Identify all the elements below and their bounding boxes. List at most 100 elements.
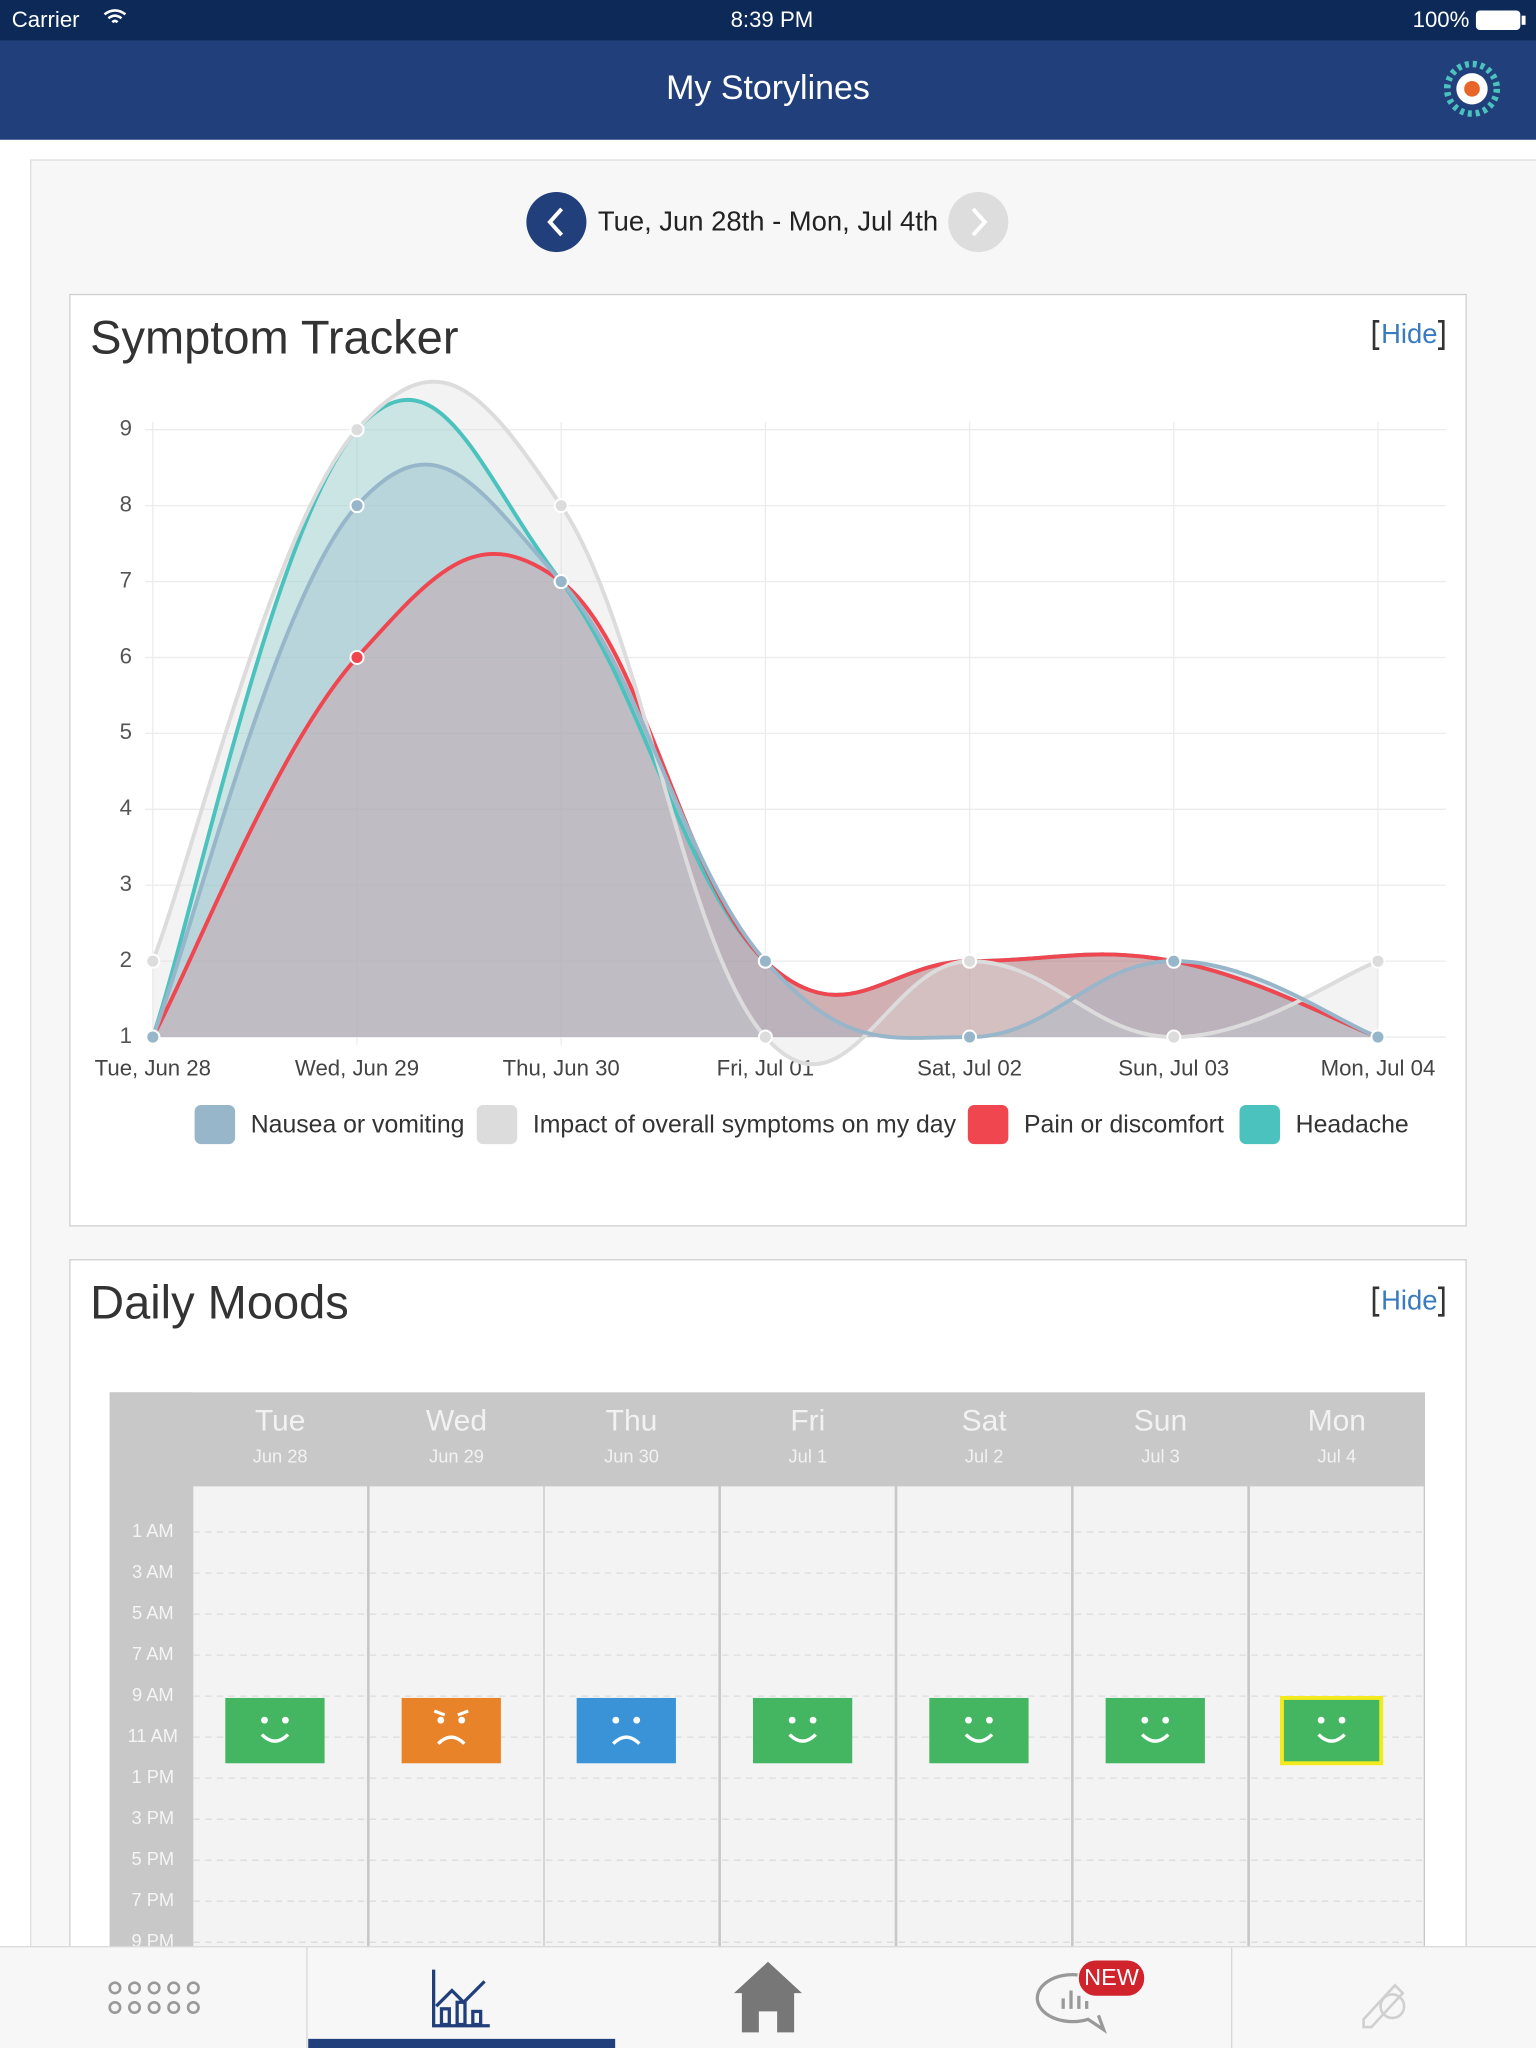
wifi-icon bbox=[103, 9, 127, 24]
mood-eye bbox=[1338, 1716, 1346, 1724]
nav-title: My Storylines bbox=[666, 69, 870, 107]
mood-eye bbox=[261, 1716, 268, 1724]
mood-entry[interactable] bbox=[752, 1697, 853, 1764]
series-area bbox=[152, 399, 1378, 1038]
mood-eye bbox=[458, 1716, 466, 1724]
data-point bbox=[757, 953, 773, 969]
hide-link[interactable]: Hide bbox=[1381, 318, 1437, 349]
legend-swatch bbox=[476, 1104, 518, 1145]
status-bar bbox=[0, 0, 1536, 41]
day-name: Tue bbox=[255, 1404, 306, 1437]
next-week-button[interactable] bbox=[948, 192, 1009, 253]
mood-entry[interactable] bbox=[576, 1697, 676, 1764]
data-point bbox=[553, 498, 569, 514]
time-label: 1 AM bbox=[132, 1520, 174, 1541]
data-point bbox=[553, 574, 569, 590]
nav-bar bbox=[0, 40, 1536, 140]
mood-eye bbox=[788, 1716, 796, 1724]
mood-mouth bbox=[1317, 1733, 1346, 1743]
mood-entry[interactable] bbox=[401, 1697, 501, 1764]
mood-brows bbox=[433, 1709, 469, 1717]
mood-calendar: Tue Jun 28 Wed Jun 29 Thu Jun 30 Fri Jul 1 Sat Ju… bbox=[109, 1392, 1424, 2048]
mood-entry[interactable] bbox=[1105, 1697, 1205, 1764]
mood-eye bbox=[1141, 1716, 1149, 1724]
data-point bbox=[145, 953, 161, 969]
mood-box bbox=[929, 1697, 1029, 1764]
journal-tab[interactable] bbox=[1362, 1983, 1406, 2029]
mood-eye bbox=[809, 1716, 817, 1724]
y-tick-label: 7 bbox=[120, 567, 132, 592]
time-label: 9 PM bbox=[131, 1930, 174, 1951]
messages-tab[interactable]: NEW bbox=[1035, 1960, 1145, 2034]
time-label: 11 AM bbox=[128, 1725, 178, 1746]
mood-entry[interactable] bbox=[1279, 1695, 1384, 1766]
time-label: 5 PM bbox=[131, 1848, 174, 1869]
menu-tab[interactable] bbox=[108, 1981, 200, 2015]
mood-mouth bbox=[260, 1733, 290, 1743]
battery-icon bbox=[1475, 10, 1521, 31]
y-tick-label: 6 bbox=[120, 643, 132, 668]
chat-bubble bbox=[1035, 1972, 1107, 2034]
legend-swatch bbox=[1239, 1104, 1280, 1145]
symptom-panel bbox=[69, 293, 1467, 1227]
mood-entry[interactable] bbox=[225, 1697, 325, 1764]
series-line bbox=[150, 462, 1379, 1040]
x-tick-label: Mon, Jul 04 bbox=[1321, 1056, 1436, 1081]
x-tick-label: Sun, Jul 03 bbox=[1118, 1056, 1229, 1081]
legend-swatch bbox=[194, 1104, 236, 1145]
battery-tip bbox=[1521, 15, 1526, 25]
mood-eye bbox=[437, 1716, 445, 1724]
series-area bbox=[152, 381, 1378, 1065]
y-tick-label: 4 bbox=[120, 795, 132, 820]
chat-bars bbox=[1061, 1990, 1089, 2009]
mood-eye bbox=[281, 1716, 289, 1724]
time-label: 7 AM bbox=[132, 1643, 174, 1664]
day-name: Wed bbox=[426, 1404, 487, 1437]
day-name: Mon bbox=[1308, 1404, 1366, 1437]
day-date: Jul 3 bbox=[1141, 1445, 1180, 1466]
mood-eye bbox=[1162, 1716, 1170, 1724]
prev-week-button[interactable] bbox=[526, 192, 587, 253]
series-area bbox=[152, 464, 1378, 1039]
data-point bbox=[1166, 953, 1182, 969]
settings-ring bbox=[1443, 60, 1501, 117]
time-label: 9 AM bbox=[132, 1684, 174, 1705]
mood-box bbox=[401, 1697, 501, 1764]
x-tick-label: Sat, Jul 02 bbox=[917, 1056, 1022, 1081]
data-point bbox=[962, 1029, 978, 1045]
settings-button[interactable] bbox=[1443, 60, 1501, 117]
legend-label: Impact of overall symptoms on my day bbox=[533, 1111, 957, 1138]
mood-mouth bbox=[437, 1735, 466, 1745]
day-date: Jul 4 bbox=[1318, 1445, 1357, 1466]
panel-title: Daily Moods bbox=[90, 1276, 349, 1329]
mood-box bbox=[1105, 1697, 1205, 1764]
day-name: Fri bbox=[790, 1404, 825, 1437]
day-name: Sat bbox=[962, 1404, 1008, 1437]
time-label: 7 PM bbox=[131, 1889, 174, 1910]
carrier: Carrier bbox=[12, 7, 80, 32]
data-point bbox=[349, 649, 365, 665]
mood-mouth bbox=[964, 1733, 994, 1743]
badge-text: NEW bbox=[1084, 1964, 1140, 1990]
bracket bbox=[1372, 1286, 1380, 1317]
mood-box bbox=[225, 1697, 325, 1764]
time-column bbox=[109, 1392, 194, 2048]
hide-link[interactable]: Hide bbox=[1381, 1284, 1437, 1315]
day-name: Sun bbox=[1134, 1404, 1187, 1437]
series-area bbox=[152, 553, 1378, 1038]
data-point bbox=[349, 498, 365, 514]
mood-eye bbox=[985, 1716, 993, 1724]
home-tab[interactable] bbox=[734, 1961, 802, 2033]
mood-eye bbox=[1317, 1716, 1325, 1724]
data-point bbox=[145, 1029, 161, 1045]
x-tick-label: Wed, Jun 29 bbox=[295, 1056, 419, 1081]
mood-entry[interactable] bbox=[929, 1697, 1029, 1764]
data-point bbox=[349, 422, 365, 438]
mood-eye bbox=[633, 1716, 641, 1724]
active-tab-indicator bbox=[308, 2038, 616, 2048]
data-point bbox=[757, 1029, 773, 1045]
time-label: 3 PM bbox=[131, 1807, 174, 1828]
storylines-tab[interactable] bbox=[431, 1969, 490, 2028]
time-label: 3 AM bbox=[132, 1561, 174, 1582]
